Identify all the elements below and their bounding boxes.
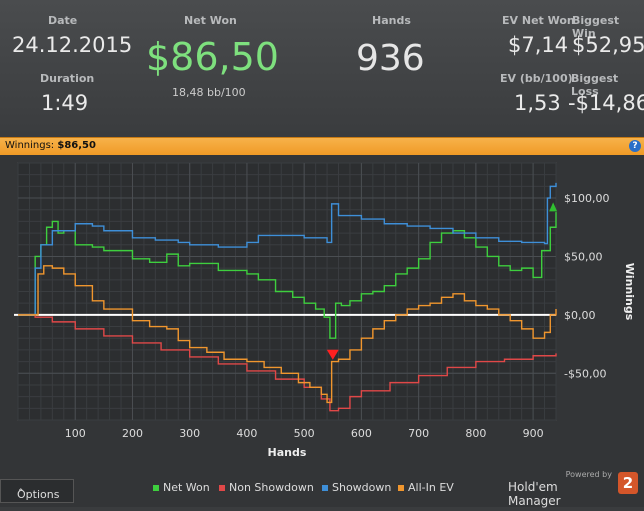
chart-lines [18, 182, 558, 412]
y-tick-label: -$50,00 [564, 367, 606, 380]
options-label: Options [17, 488, 60, 501]
ev-bb-value: 1,53 [514, 91, 561, 115]
x-tick-label: 200 [122, 427, 143, 440]
net-won-value: $86,50 [146, 35, 279, 79]
ev-net-won-label: EV Net Won [502, 14, 575, 27]
legend-label-non-showdown: Non Showdown [229, 481, 314, 494]
hands-label: Hands [372, 14, 411, 27]
y-axis-title: Winnings [623, 263, 636, 321]
biggest-loss-value: -$14,86 [568, 91, 644, 115]
x-tick-label: 800 [465, 427, 486, 440]
series-line-all-in-ev [18, 265, 557, 404]
winnings-chart-area: 100 200 300 400 500 600 700 800 900 -$50,00 $0,00 $… [0, 155, 644, 507]
biggest-loss-label: Biggest Loss [571, 72, 619, 98]
end-point-marker [549, 202, 558, 212]
date-value: 24.12.2015 [12, 33, 133, 57]
winnings-label: Winnings: [5, 140, 55, 151]
legend-swatch-all-in-ev [398, 485, 404, 491]
legend-net-won[interactable]: Net Won [153, 481, 210, 494]
y-tick-label: $100,00 [564, 192, 610, 205]
x-tick-label: 500 [294, 427, 315, 440]
winnings-summary: Winnings: $86,50 [5, 140, 96, 151]
powered-by-text: Powered by [565, 470, 612, 479]
y-tick-label: $0,00 [564, 309, 596, 322]
low-point-marker [326, 349, 339, 360]
ev-net-won-value: $7,14 [508, 33, 569, 57]
hands-value: 936 [356, 38, 425, 79]
x-tick-label: 400 [236, 427, 257, 440]
x-axis-title: Hands [268, 446, 307, 459]
legend-showdown[interactable]: Showdown [322, 481, 391, 494]
net-won-label: Net Won [184, 14, 237, 27]
legend-label-showdown: Showdown [332, 481, 392, 494]
legend-label-all-in-ev: All-In EV [408, 481, 454, 494]
chart-labels: 100 200 300 400 500 600 700 800 900 -$50,00 $0,00 $… [65, 192, 636, 459]
brand-name: Hold'em Manager [508, 480, 561, 508]
winnings-value: $86,50 [57, 140, 96, 151]
legend-swatch-non-showdown [219, 485, 225, 491]
x-tick-label: 100 [65, 427, 86, 440]
x-tick-label: 900 [523, 427, 544, 440]
chart-grid [14, 162, 557, 421]
options-button[interactable]: ⌃ Options [0, 479, 74, 503]
duration-label: Duration [40, 72, 95, 85]
biggest-win-value: $52,95 [572, 33, 644, 57]
y-tick-label: $50,00 [564, 250, 603, 263]
brand-logo: Powered by Hold'em Manager 2 [508, 470, 638, 508]
duration-value: 1:49 [41, 91, 89, 115]
x-tick-label: 700 [408, 427, 429, 440]
series-line-showdown [18, 182, 557, 316]
legend-label-net-won: Net Won [163, 481, 210, 494]
x-tick-label: 600 [351, 427, 372, 440]
winnings-bar: Winnings: $86,50 ? [0, 137, 644, 156]
net-won-bb: 18,48 bb/100 [172, 86, 246, 99]
legend-all-in-ev[interactable]: All-In EV [398, 481, 454, 494]
chevron-up-icon: ⌃ [17, 488, 25, 498]
ev-bb-label: EV (bb/100) [500, 72, 573, 85]
hm2-logo-icon: 2 [618, 472, 638, 494]
biggest-win-label: Biggest Win [572, 14, 620, 40]
legend-swatch-net-won [153, 485, 159, 491]
date-label: Date [48, 14, 78, 27]
x-tick-label: 300 [179, 427, 200, 440]
help-icon[interactable]: ? [629, 140, 641, 152]
legend-non-showdown[interactable]: Non Showdown [219, 481, 314, 494]
winnings-chart: 100 200 300 400 500 600 700 800 900 -$50,00 $0,00 $… [14, 162, 636, 459]
legend-swatch-showdown [322, 485, 328, 491]
series-line-net-won [18, 212, 557, 339]
stats-header: Date 24.12.2015 Duration 1:49 Net Won $8… [0, 0, 644, 137]
